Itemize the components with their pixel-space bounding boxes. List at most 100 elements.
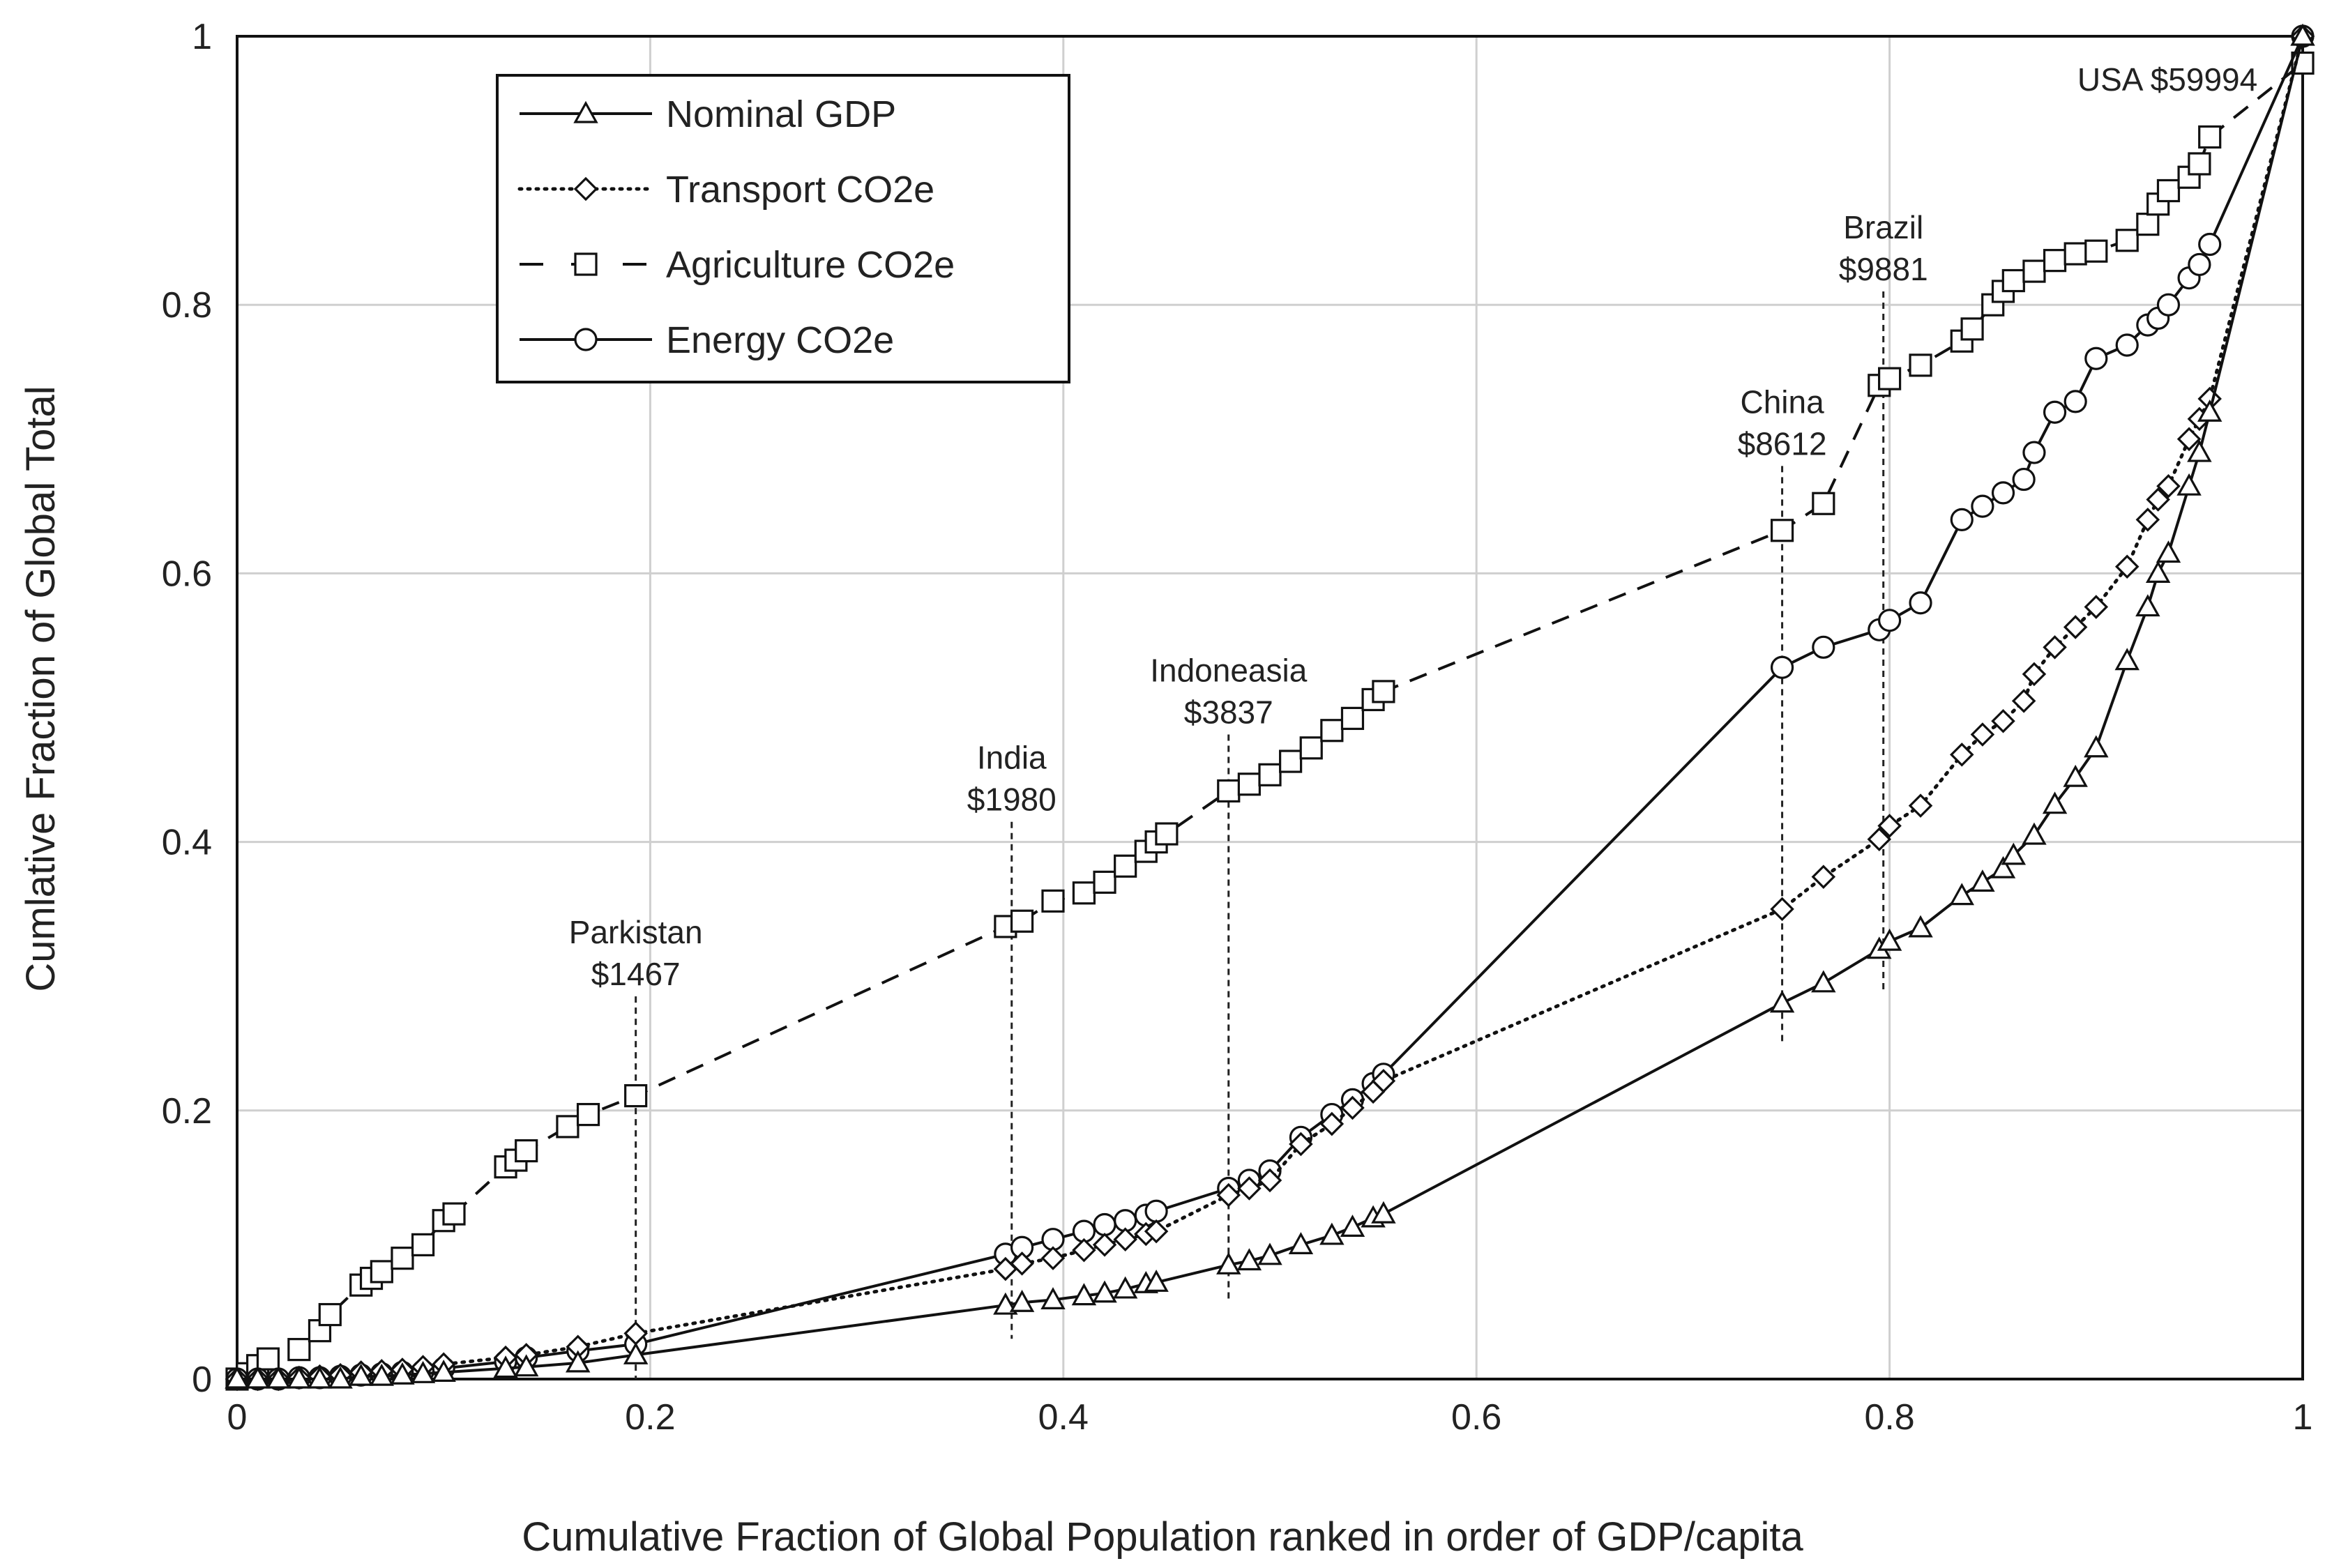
series-2-point-17	[556, 1115, 580, 1139]
series-1-point-33	[1867, 827, 1892, 852]
series-2-point-49	[2043, 249, 2067, 273]
x-tick-label-1: 0.2	[625, 1397, 675, 1438]
series-0-point-1	[245, 1366, 271, 1389]
series-0-point-10	[431, 1360, 456, 1382]
series-2-point-11	[411, 1233, 435, 1257]
series-0-point-20	[1112, 1276, 1138, 1299]
series-1-point-23	[1216, 1182, 1241, 1208]
legend: Nominal GDP Transport CO2e Agriculture CO2…	[496, 74, 1070, 383]
series-1-point-30	[1371, 1069, 1396, 1093]
series-2-point-31	[1258, 763, 1282, 786]
legend-label-2: Agriculture CO2e	[666, 244, 955, 286]
series-2-point-53	[2136, 213, 2160, 236]
series-2-point-19	[624, 1084, 648, 1108]
series-3-point-31	[1770, 655, 1794, 679]
annotation-label-3-0: China	[1740, 383, 1824, 420]
series-2-point-52	[2115, 229, 2139, 252]
series-0-point-38	[1990, 855, 2016, 878]
legend-label-0: Nominal GDP	[666, 93, 896, 135]
series-3-point-37	[1971, 494, 1994, 518]
series-1-point-27	[1319, 1111, 1345, 1136]
series-3-point-50	[2198, 232, 2222, 257]
series-1-point-47	[2156, 473, 2181, 498]
series-0-point-12	[513, 1354, 539, 1377]
annotation-label-1-1: $1980	[967, 782, 1057, 818]
series-0-point-47	[2156, 540, 2181, 563]
series-3-point-38	[1991, 481, 2015, 505]
series-0-point-2	[266, 1366, 291, 1389]
annotation-label-3-1: $8612	[1738, 425, 1827, 462]
series-2-point-6	[318, 1302, 342, 1327]
annotation-label-2-0: Indoneasia	[1150, 653, 1307, 689]
legend-label-1: Transport CO2e	[666, 169, 934, 211]
series-1-point-28	[1340, 1095, 1365, 1120]
series-1-point-39	[2011, 689, 2036, 713]
annotation-5: USA $59994	[2077, 61, 2257, 98]
series-2-point-4	[287, 1338, 311, 1362]
x-axis-label: Cumulative Fraction of Global Population…	[522, 1514, 1803, 1560]
series-2-point-47	[2001, 268, 2025, 293]
series-0-point-11	[493, 1355, 518, 1378]
series-2-point-13	[442, 1202, 466, 1226]
series-0-point-50	[2197, 399, 2222, 422]
series-1-point-46	[2146, 487, 2170, 512]
series-2	[225, 51, 2315, 1391]
series-1-point-34	[1877, 814, 1902, 838]
series-3-point-44	[2115, 333, 2139, 357]
series-3-point-22	[1144, 1199, 1168, 1223]
series-0-point-0	[225, 1366, 250, 1389]
series-0-point-25	[1257, 1242, 1282, 1265]
legend-label-3: Energy CO2e	[666, 319, 894, 361]
series-2-point-51	[2084, 239, 2108, 263]
series-2-point-44	[1960, 317, 1984, 341]
series-0-point-4	[307, 1366, 333, 1389]
legend-marker-0	[573, 100, 598, 123]
series-0-point-8	[390, 1362, 415, 1385]
legend-marker-3	[574, 328, 598, 351]
series-2-point-30	[1237, 772, 1261, 796]
series-0-point-18	[1071, 1283, 1097, 1306]
series-0-point-14	[623, 1342, 649, 1364]
series-line-0	[237, 36, 2304, 1380]
series-1-point-31	[1770, 897, 1794, 922]
series-0-point-17	[1040, 1287, 1066, 1309]
y-tick-label-1: 0.2	[162, 1091, 212, 1132]
x-tick-label-0: 0	[227, 1397, 248, 1438]
series-1-point-36	[1950, 743, 1974, 767]
series-3-point-43	[2084, 347, 2108, 370]
series-2-point-16	[515, 1139, 538, 1163]
series-0-point-7	[369, 1363, 395, 1386]
series-0-point-26	[1288, 1232, 1314, 1255]
series-3-point-42	[2063, 390, 2087, 413]
series-0-point-30	[1371, 1201, 1396, 1224]
series-0-point-9	[410, 1361, 436, 1383]
series-2-point-33	[1299, 736, 1323, 760]
series-2-point-57	[2188, 152, 2211, 176]
series-2-point-23	[1072, 881, 1096, 905]
series-1-point-20	[1113, 1227, 1137, 1251]
country-annotations: Parkistan $1467 India $1980 Indoneasia $3837 C…	[569, 61, 2257, 1379]
series-1-point-45	[2135, 508, 2160, 532]
series-1-point-18	[1072, 1238, 1096, 1263]
series-2-point-21	[1010, 909, 1034, 933]
y-tick-label-4: 0.8	[162, 285, 212, 326]
series-1-point-19	[1092, 1233, 1117, 1257]
series-2-point-38	[1770, 519, 1794, 542]
series-3-point-32	[1812, 635, 1835, 659]
series-1-point-25	[1257, 1168, 1282, 1193]
series-0-point-28	[1340, 1215, 1365, 1237]
annotation-label-5-0: USA $59994	[2077, 61, 2257, 98]
x-tick-label-5: 1	[2293, 1397, 2313, 1438]
series-0-point-49	[2187, 439, 2212, 462]
series-0-point-19	[1092, 1280, 1117, 1303]
series-0-point-24	[1236, 1248, 1262, 1271]
legend-marker-1	[573, 176, 598, 201]
series-0-point-39	[2001, 842, 2027, 865]
series-0	[225, 23, 2315, 1389]
annotation-label-0-1: $1467	[591, 956, 681, 992]
series-0-point-41	[2042, 791, 2068, 814]
series-2-point-58	[2198, 125, 2222, 149]
series-0-point-48	[2176, 473, 2202, 496]
series-2-point-35	[1340, 706, 1365, 731]
